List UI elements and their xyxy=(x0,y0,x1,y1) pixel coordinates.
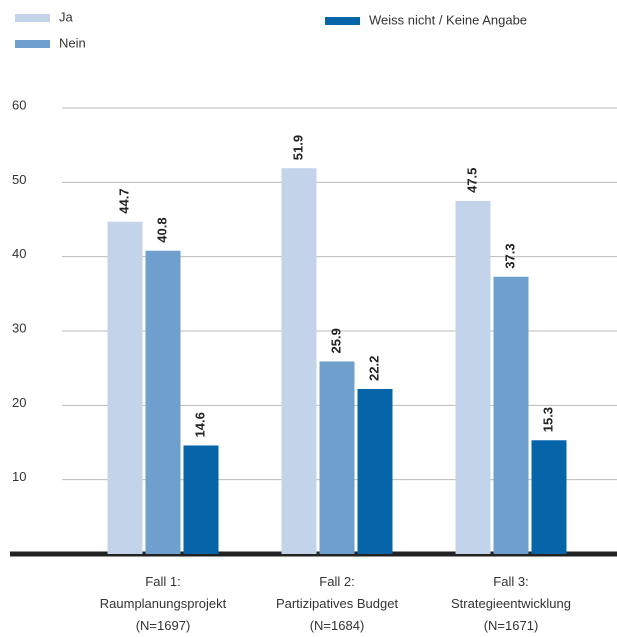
legend-label: Nein xyxy=(59,35,86,50)
legend-swatch xyxy=(325,17,360,25)
value-label: 44.7 xyxy=(116,188,131,213)
x-tick-label: Fall 3: Strategieentwicklung (N=1671) xyxy=(451,574,571,633)
bar xyxy=(493,276,529,554)
value-label: 22.2 xyxy=(366,356,381,381)
y-tick-label: 20 xyxy=(12,395,26,410)
x-tick-label: Fall 2: Partizipatives Budget (N=1684) xyxy=(276,574,399,633)
value-label: 51.9 xyxy=(290,135,305,160)
value-label: 40.8 xyxy=(154,217,169,242)
value-label: 15.3 xyxy=(540,407,555,432)
legend-label: Weiss nicht / Keine Angabe xyxy=(369,12,527,27)
bar xyxy=(145,250,181,554)
x-tick-label: Fall 1: Raumplanungsprojekt (N=1697) xyxy=(100,574,227,633)
bar xyxy=(455,200,491,554)
bar xyxy=(531,440,567,554)
y-tick-label: 40 xyxy=(12,246,26,261)
value-label: 25.9 xyxy=(328,328,343,353)
bar xyxy=(281,168,317,554)
bar xyxy=(357,388,393,554)
legend-swatch xyxy=(15,14,50,22)
y-tick-label: 60 xyxy=(12,97,26,112)
value-label: 47.5 xyxy=(464,168,479,193)
bar xyxy=(107,221,143,555)
y-tick-label: 50 xyxy=(12,172,26,187)
y-tick-label: 30 xyxy=(12,320,26,335)
legend-swatch xyxy=(15,40,50,48)
bar xyxy=(319,361,355,554)
value-label: 37.3 xyxy=(502,243,517,268)
value-label: 14.6 xyxy=(192,412,207,437)
bar xyxy=(183,445,219,554)
y-tick-label: 10 xyxy=(12,469,26,484)
legend-label: Ja xyxy=(59,9,74,24)
